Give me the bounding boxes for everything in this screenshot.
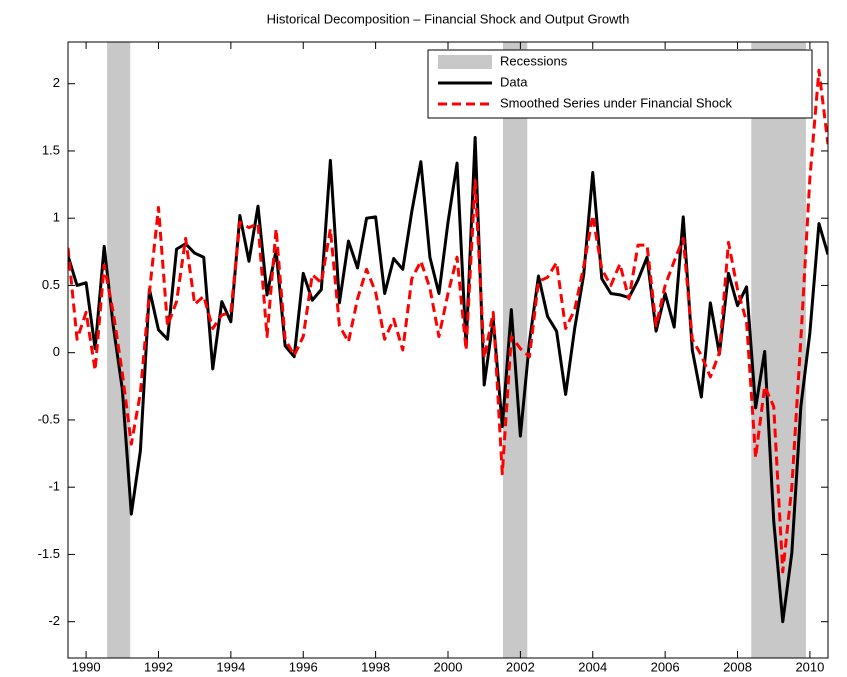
y-tick-label: 0.5 [42,277,60,292]
x-tick-label: 1992 [144,659,173,674]
x-tick-label: 1994 [216,659,245,674]
plot-area [68,42,828,658]
x-tick-label: 2004 [578,659,607,674]
x-tick-label: 2002 [506,659,535,674]
series-line [68,135,828,624]
y-tick-label: 1.5 [42,142,60,157]
chart-title: Historical Decomposition – Financial Sho… [267,11,630,26]
x-tick-label: 2006 [651,659,680,674]
y-tick-label: 0 [53,344,60,359]
y-tick-label: 1 [53,210,60,225]
y-tick-label: -2 [48,613,60,628]
legend-label: Data [500,74,528,89]
legend-swatch [438,55,492,69]
y-tick-label: -0.5 [38,411,60,426]
x-tick-label: 1990 [72,659,101,674]
legend-label: Recessions [500,53,568,68]
x-tick-label: 2008 [723,659,752,674]
x-tick-label: 2000 [434,659,463,674]
series-line [68,68,828,574]
recession-band [751,42,806,658]
x-tick-label: 1996 [289,659,318,674]
legend-label: Smoothed Series under Financial Shock [500,95,732,110]
x-tick-label: 1998 [361,659,390,674]
y-tick-label: -1 [48,479,60,494]
y-tick-label: -1.5 [38,546,60,561]
x-tick-label: 2010 [795,659,824,674]
y-tick-label: 2 [53,75,60,90]
